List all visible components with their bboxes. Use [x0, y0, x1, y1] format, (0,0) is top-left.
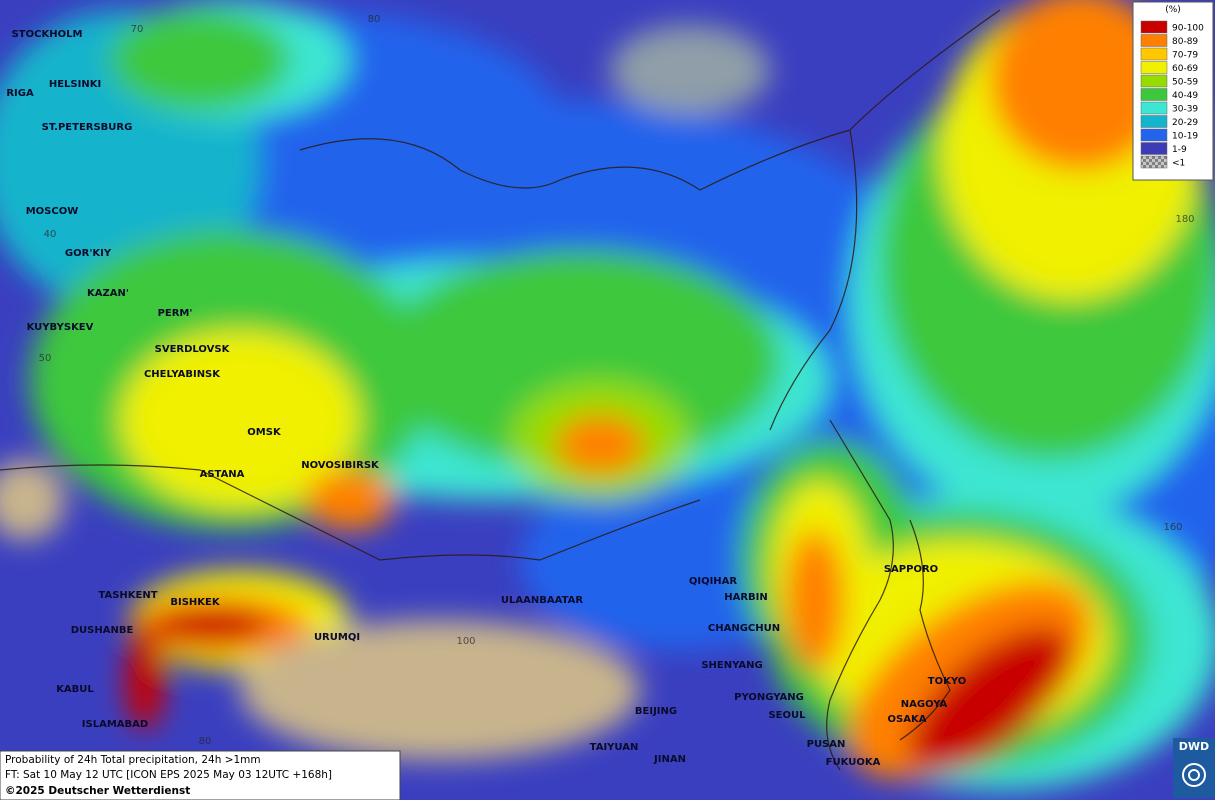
city-label: OMSK: [247, 427, 282, 438]
city-label: CHANGCHUN: [708, 623, 780, 634]
city-label: KABUL: [56, 684, 94, 695]
city-label: HELSINKI: [49, 79, 101, 90]
city-label: KAZAN': [87, 288, 129, 299]
logo-box: [1173, 738, 1215, 798]
city-label: TASHKENT: [98, 590, 157, 601]
city-label: SAPPORO: [884, 564, 938, 575]
legend-swatch: [1140, 34, 1168, 47]
city-label: SHENYANG: [701, 660, 762, 671]
city-label: NAGOYA: [901, 699, 948, 710]
legend-title: (%): [1165, 5, 1181, 15]
city-label: CHELYABINSK: [144, 369, 221, 380]
graticule-label: 80: [368, 14, 381, 25]
legend-swatch: [1140, 88, 1168, 101]
city-label: JINAN: [653, 754, 686, 765]
graticule-label: 160: [1163, 522, 1182, 533]
legend-label: 50-59: [1172, 78, 1198, 88]
city-label: QIQIHAR: [689, 576, 738, 587]
city-label: DUSHANBE: [71, 625, 134, 636]
graticule-label: 50: [39, 353, 52, 364]
logo: DWD: [1173, 738, 1215, 798]
city-label: OSAKA: [888, 714, 927, 725]
city-label: STOCKHOLM: [12, 29, 83, 40]
legend-label: 80-89: [1172, 37, 1198, 47]
graticule-label: 100: [456, 636, 475, 647]
legend-swatch: [1140, 47, 1168, 61]
graticule-label: 80: [199, 736, 212, 747]
footer-line: Probability of 24h Total precipitation, …: [5, 754, 261, 766]
graticule-label: 70: [131, 24, 144, 35]
city-label: NOVOSIBIRSK: [301, 460, 380, 471]
city-label: HARBIN: [724, 592, 768, 603]
graticule-label: 40: [44, 229, 57, 240]
legend-swatch: [1140, 20, 1168, 34]
legend-label: 40-49: [1172, 91, 1198, 101]
city-label: ULAANBAATAR: [501, 595, 583, 606]
legend-swatch: [1140, 61, 1168, 74]
city-label: PUSAN: [807, 739, 846, 750]
city-label: TOKYO: [928, 676, 966, 687]
legend-label: 90-100: [1172, 24, 1204, 34]
legend-label: 20-29: [1172, 118, 1198, 128]
legend-swatch: [1140, 74, 1168, 88]
legend-label: 10-19: [1172, 132, 1198, 142]
city-label: ISLAMABAD: [82, 719, 148, 730]
legend-swatch: [1140, 142, 1168, 155]
logo-icon: [1188, 769, 1200, 781]
legend-label: 1-9: [1172, 145, 1187, 155]
legend-swatch: [1140, 155, 1168, 169]
footer-line: FT: Sat 10 May 12 UTC [ICON EPS 2025 May…: [5, 769, 332, 781]
city-label: BISHKEK: [170, 597, 220, 608]
coastlines: [0, 9, 1001, 771]
city-label: TAIYUAN: [590, 742, 639, 753]
legend-swatch: [1140, 115, 1168, 128]
copyright: ©2025 Deutscher Wetterdienst: [5, 785, 190, 797]
logo-text: DWD: [1179, 740, 1209, 753]
logo-icon: [1182, 763, 1206, 787]
legend: (%) 90-100 80-89 70-79 60-69 50-59 40-49 30-39…: [1132, 1, 1214, 181]
city-label: KUYBYSKEV: [27, 322, 94, 333]
graticule-label: 180: [1175, 214, 1194, 225]
city-label: URUMQI: [314, 632, 360, 643]
city-label: FUKUOKA: [826, 757, 881, 768]
legend-label: 60-69: [1172, 64, 1198, 74]
city-label: MOSCOW: [26, 206, 79, 217]
city-label: GOR'KIY: [65, 248, 112, 259]
legend-label: 70-79: [1172, 51, 1198, 61]
city-label: SEOUL: [768, 710, 806, 721]
city-label: PERM': [158, 308, 193, 319]
city-label: BEIJING: [635, 706, 677, 717]
footer: Probability of 24h Total precipitation, …: [0, 750, 401, 800]
footer-box: [0, 750, 401, 800]
city-label: SVERDLOVSK: [155, 344, 231, 355]
city-label: ASTANA: [200, 469, 245, 480]
legend-label: 30-39: [1172, 105, 1198, 115]
legend-swatch: [1140, 128, 1168, 142]
city-label: RIGA: [6, 88, 34, 99]
city-label: PYONGYANG: [734, 692, 804, 703]
legend-label: <1: [1172, 159, 1185, 169]
legend-swatch: [1140, 101, 1168, 115]
city-label: ST.PETERSBURG: [42, 122, 133, 133]
